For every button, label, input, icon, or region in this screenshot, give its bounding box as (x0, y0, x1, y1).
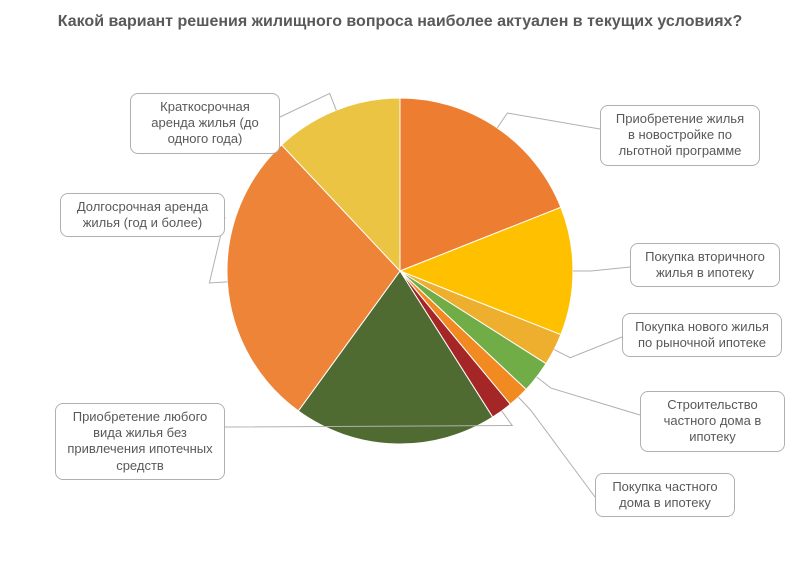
chart-area: Приобретение жилья в новостройке по льго… (0, 33, 800, 553)
slice-label: Строительство частного дома в ипотеку (640, 391, 785, 452)
chart-title: Какой вариант решения жилищного вопроса … (0, 0, 800, 33)
slice-label: Покупка частного дома в ипотеку (595, 473, 735, 518)
slice-label: Краткосрочная аренда жилья (до одного го… (130, 93, 280, 154)
slice-label: Приобретение любого вида жилья без привл… (55, 403, 225, 480)
slice-label: Покупка нового жилья по рыночной ипотеке (622, 313, 782, 358)
leader-line (573, 267, 630, 271)
slice-label: Покупка вторичного жилья в ипотеку (630, 243, 780, 288)
slice-label: Приобретение жилья в новостройке по льго… (600, 105, 760, 166)
slice-label: Долгосрочная аренда жилья (год и более) (60, 193, 225, 238)
